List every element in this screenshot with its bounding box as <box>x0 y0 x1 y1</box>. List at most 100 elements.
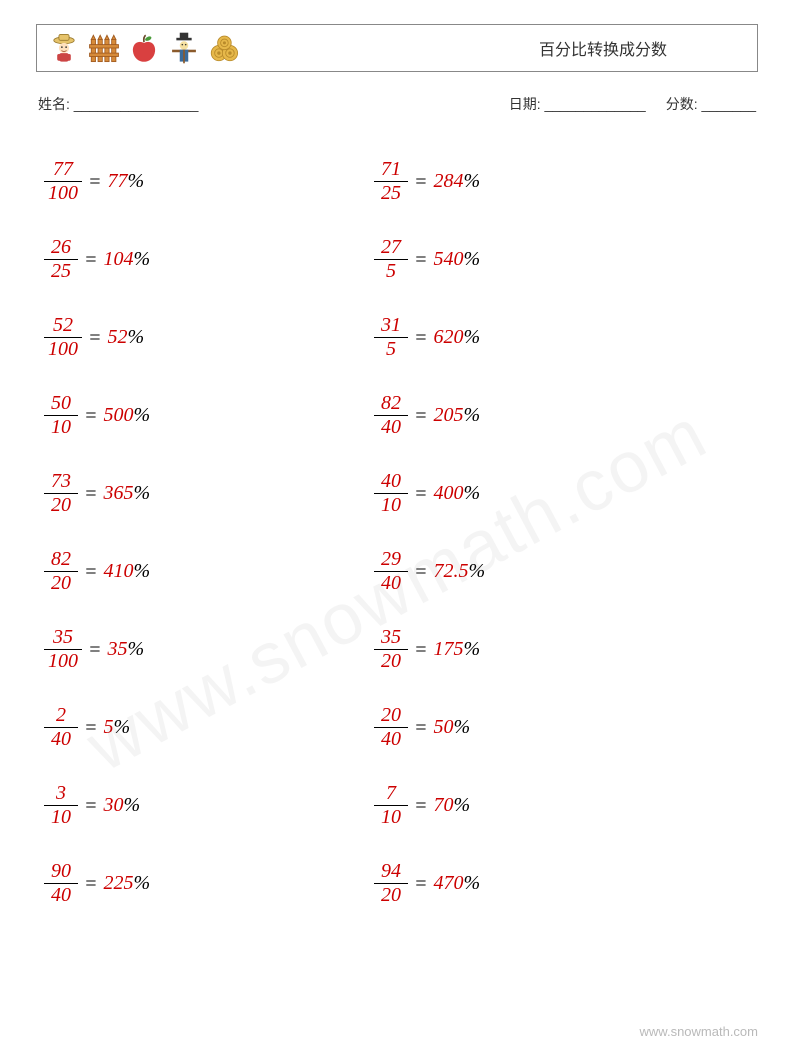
fraction-denominator: 20 <box>377 651 405 672</box>
fraction-denominator: 25 <box>377 183 405 204</box>
info-row: 姓名: ________________ 日期: _____________ 分… <box>36 94 758 114</box>
fraction: 315 <box>374 315 408 360</box>
header-box: 百分比转换成分数 <box>36 24 758 72</box>
percent-sign: % <box>464 404 481 427</box>
fraction: 52100 <box>44 315 82 360</box>
problem-row: 9420=470% <box>374 844 704 922</box>
problem-row: 2940=72.5% <box>374 532 704 610</box>
problem-row: 35100=35% <box>44 610 374 688</box>
footer-link: www.snowmath.com <box>640 1024 758 1039</box>
equals-sign: = <box>88 639 102 662</box>
fraction-denominator: 100 <box>44 651 82 672</box>
answer-value: 30 <box>104 794 124 817</box>
answer-value: 5 <box>104 716 114 739</box>
fraction-numerator: 50 <box>47 393 75 414</box>
fraction-numerator: 77 <box>49 159 77 180</box>
header-icons <box>47 31 241 65</box>
answer-value: 225 <box>104 872 134 895</box>
equals-sign: = <box>414 639 428 662</box>
fraction-numerator: 90 <box>47 861 75 882</box>
fraction: 240 <box>44 705 78 750</box>
fraction-denominator: 100 <box>44 339 82 360</box>
fraction-numerator: 7 <box>382 783 400 804</box>
worksheet-page: 百分比转换成分数 姓名: ________________ 日期: ______… <box>0 0 794 922</box>
fraction: 8220 <box>44 549 78 594</box>
percent-sign: % <box>128 326 145 349</box>
date-field: 日期: _____________ <box>509 94 646 114</box>
fraction-numerator: 82 <box>377 393 405 414</box>
fraction-denominator: 40 <box>377 729 405 750</box>
answer-value: 35 <box>108 638 128 661</box>
hay-icon <box>207 31 241 65</box>
fraction-numerator: 35 <box>377 627 405 648</box>
problem-row: 310=30% <box>44 766 374 844</box>
fraction-numerator: 71 <box>377 159 405 180</box>
fraction-denominator: 40 <box>377 573 405 594</box>
equals-sign: = <box>414 795 428 818</box>
fraction: 5010 <box>44 393 78 438</box>
problem-row: 77100=77% <box>44 142 374 220</box>
fraction: 2940 <box>374 549 408 594</box>
problem-row: 2040=50% <box>374 688 704 766</box>
answer-value: 470 <box>434 872 464 895</box>
fraction-numerator: 35 <box>49 627 77 648</box>
percent-sign: % <box>464 638 481 661</box>
fraction-denominator: 10 <box>377 807 405 828</box>
problem-row: 240=5% <box>44 688 374 766</box>
fraction: 7125 <box>374 159 408 204</box>
percent-sign: % <box>464 482 481 505</box>
equals-sign: = <box>84 249 98 272</box>
percent-sign: % <box>464 248 481 271</box>
fraction-numerator: 73 <box>47 471 75 492</box>
answer-value: 77 <box>108 170 128 193</box>
problems-column-2: 7125=284%275=540%315=620%8240=205%4010=4… <box>374 142 704 922</box>
fraction: 35100 <box>44 627 82 672</box>
problem-row: 7320=365% <box>44 454 374 532</box>
equals-sign: = <box>414 717 428 740</box>
problem-row: 90 40 = 225% <box>44 844 374 922</box>
equals-sign: = <box>414 171 428 194</box>
percent-sign: % <box>114 716 131 739</box>
fraction-numerator: 20 <box>377 705 405 726</box>
fraction-denominator: 10 <box>47 807 75 828</box>
fraction-denominator: 5 <box>382 339 400 360</box>
equals-sign: = <box>414 327 428 350</box>
percent-sign: % <box>134 872 151 895</box>
answer-value: 400 <box>434 482 464 505</box>
problem-row: 4010=400% <box>374 454 704 532</box>
answer-value: 175 <box>434 638 464 661</box>
equals-sign: = <box>414 873 428 896</box>
fraction: 710 <box>374 783 408 828</box>
answer-value: 284 <box>434 170 464 193</box>
equals-sign: = <box>414 405 428 428</box>
fraction-numerator: 94 <box>377 861 405 882</box>
fraction: 2625 <box>44 237 78 282</box>
problems-grid: 77100=77%2625=104%52100=52%5010=500%7320… <box>36 142 758 922</box>
fraction-denominator: 40 <box>47 885 75 906</box>
percent-sign: % <box>464 170 481 193</box>
problem-row: 7125=284% <box>374 142 704 220</box>
fraction-denominator: 20 <box>47 573 75 594</box>
fraction-denominator: 40 <box>377 417 405 438</box>
fraction-numerator: 40 <box>377 471 405 492</box>
fraction-numerator: 26 <box>47 237 75 258</box>
equals-sign: = <box>84 873 98 896</box>
equals-sign: = <box>414 561 428 584</box>
fraction-denominator: 100 <box>44 183 82 204</box>
equals-sign: = <box>84 561 98 584</box>
fraction-denominator: 40 <box>47 729 75 750</box>
fence-icon <box>87 31 121 65</box>
answer-value: 410 <box>104 560 134 583</box>
problem-row: 315=620% <box>374 298 704 376</box>
apple-icon <box>127 31 161 65</box>
problem-row: 52100=52% <box>44 298 374 376</box>
percent-sign: % <box>464 326 481 349</box>
percent-sign: % <box>134 404 151 427</box>
fraction-denominator: 20 <box>47 495 75 516</box>
problem-row: 2625=104% <box>44 220 374 298</box>
problem-row: 8220=410% <box>44 532 374 610</box>
fraction-numerator: 82 <box>47 549 75 570</box>
farmer-icon <box>47 31 81 65</box>
fraction-numerator: 31 <box>377 315 405 336</box>
percent-sign: % <box>454 794 471 817</box>
